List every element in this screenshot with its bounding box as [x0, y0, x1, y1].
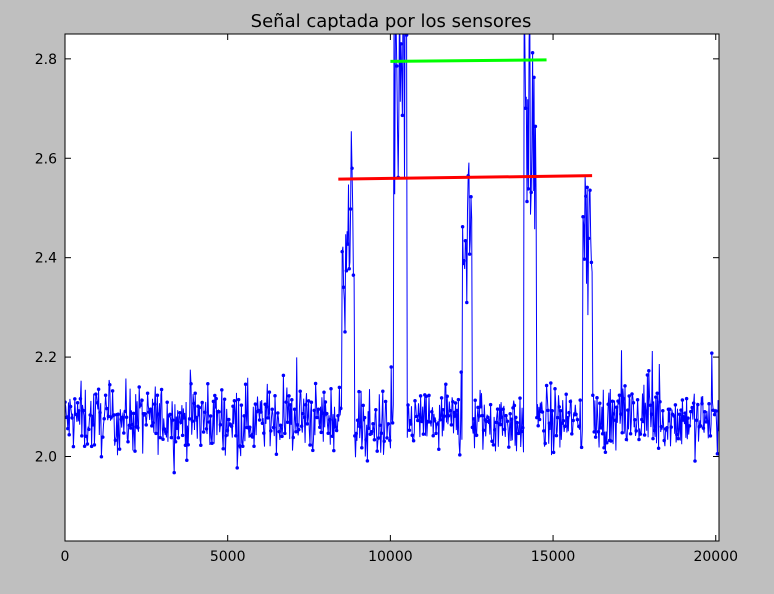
- axis-ticks: 0 5000 10000 15000 20000 2.0 2.2 2.4 2.6 2.8: [35, 34, 738, 565]
- x-tick-label: 5000: [210, 549, 246, 565]
- chart-title: Señal captada por los sensores: [251, 11, 532, 32]
- signal-line: [65, 34, 719, 473]
- plot-area: [65, 34, 719, 541]
- green-reference-line: [390, 58, 547, 63]
- y-tick-label: 2.4: [35, 251, 57, 267]
- y-tick-label: 2.0: [35, 450, 57, 466]
- x-tick-label: 15000: [531, 549, 576, 565]
- y-tick-label: 2.6: [35, 151, 57, 167]
- red-reference-line: [338, 174, 593, 181]
- y-tick-label: 2.8: [35, 52, 57, 68]
- x-tick-label: 20000: [693, 549, 738, 565]
- x-tick-label: 10000: [368, 549, 413, 565]
- x-tick-label: 0: [61, 549, 70, 565]
- plot-frame: [64, 33, 720, 542]
- y-tick-label: 2.2: [35, 350, 57, 366]
